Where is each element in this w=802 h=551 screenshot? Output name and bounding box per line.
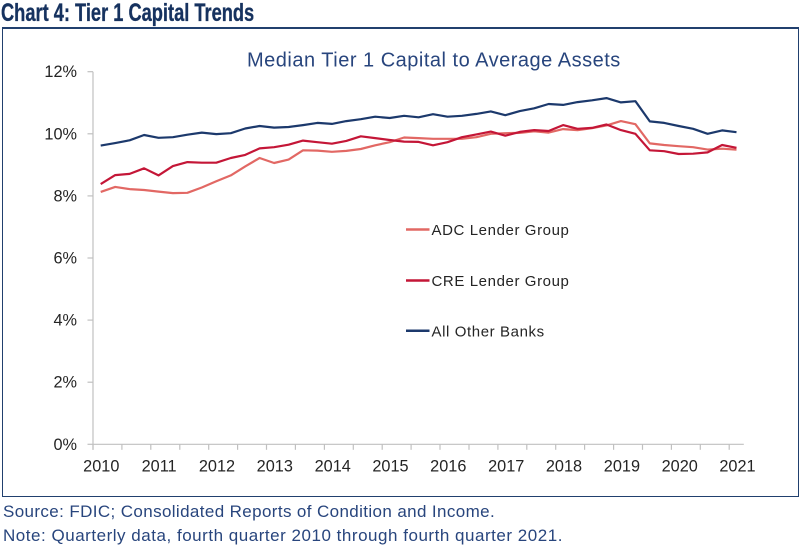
svg-text:10%: 10% — [44, 125, 77, 143]
svg-text:2019: 2019 — [604, 458, 640, 476]
svg-text:2016: 2016 — [430, 458, 466, 476]
svg-text:2%: 2% — [53, 374, 77, 392]
svg-text:CRE Lender Group: CRE Lender Group — [432, 273, 570, 290]
svg-text:2015: 2015 — [372, 458, 408, 476]
svg-text:4%: 4% — [53, 312, 77, 330]
svg-text:2018: 2018 — [546, 458, 582, 476]
svg-text:ADC Lender Group: ADC Lender Group — [432, 222, 570, 239]
svg-text:2012: 2012 — [199, 458, 235, 476]
svg-text:2020: 2020 — [662, 458, 698, 476]
svg-text:2013: 2013 — [257, 458, 293, 476]
svg-text:Median Tier 1 Capital to Avera: Median Tier 1 Capital to Average Assets — [247, 50, 621, 72]
svg-text:2021: 2021 — [719, 458, 755, 476]
svg-text:2010: 2010 — [83, 458, 119, 476]
svg-text:8%: 8% — [53, 187, 77, 205]
svg-text:All Other Banks: All Other Banks — [432, 323, 545, 340]
svg-text:6%: 6% — [53, 250, 77, 268]
svg-text:2017: 2017 — [488, 458, 524, 476]
svg-text:2014: 2014 — [315, 458, 351, 476]
svg-text:0%: 0% — [53, 436, 77, 454]
svg-text:12%: 12% — [44, 63, 77, 81]
svg-text:2011: 2011 — [142, 458, 177, 476]
